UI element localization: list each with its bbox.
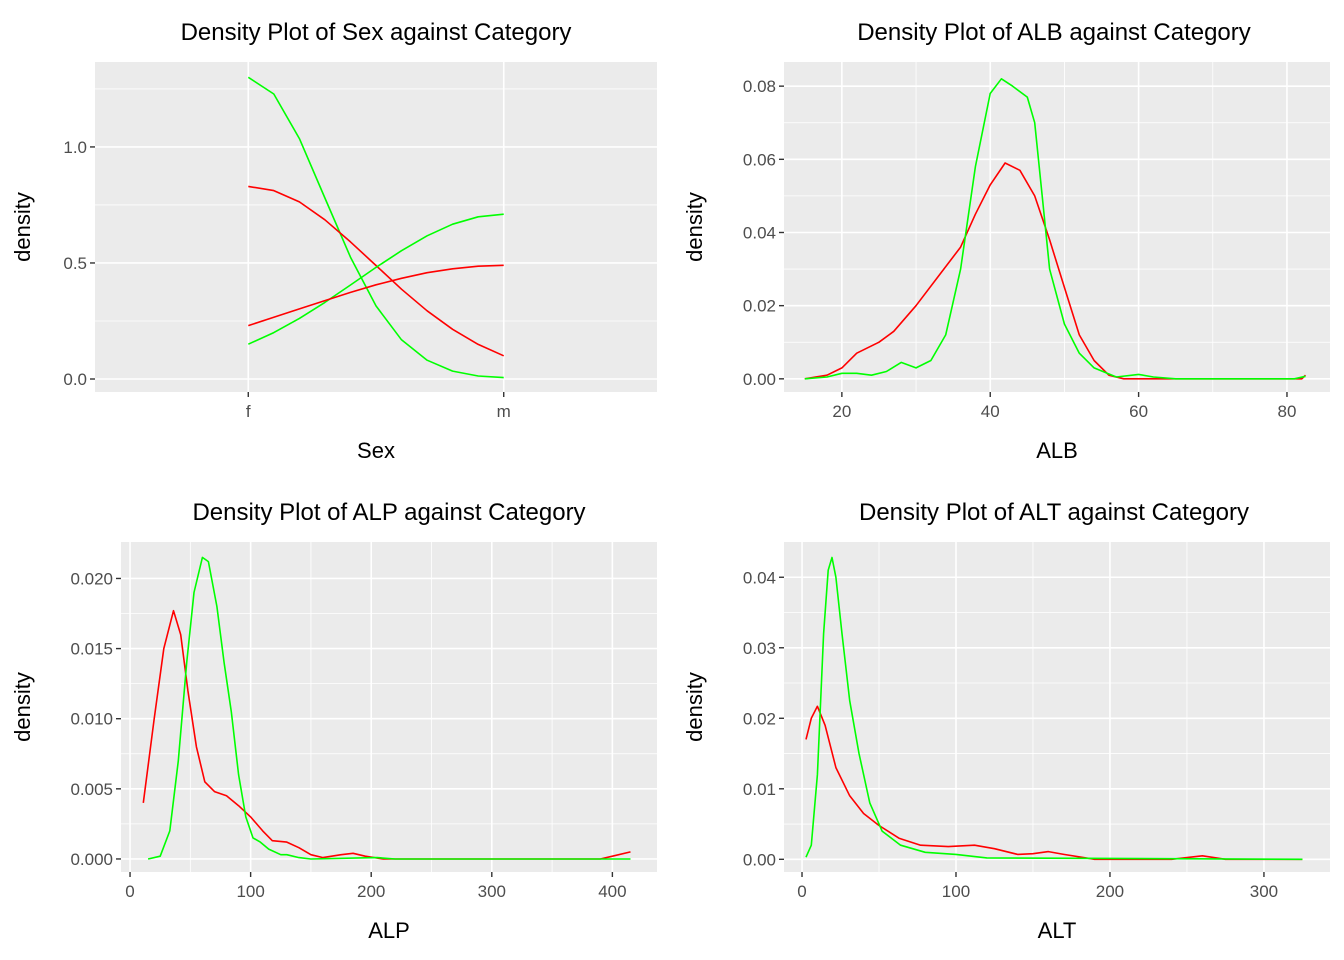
density-line-cat_b bbox=[147, 556, 631, 860]
x-tick-label: 200 bbox=[357, 882, 385, 901]
x-tick-label: 0 bbox=[797, 882, 806, 901]
x-axis-label: ALB bbox=[1036, 438, 1078, 463]
panel-2: 0.00 0.02 0.04 0.06 0.08 20 40 60 80 Density Plot… bbox=[682, 19, 1330, 463]
panel-background bbox=[784, 542, 1330, 872]
y-tick-label: 0.02 bbox=[743, 297, 776, 316]
density-line-cat_a bbox=[248, 185, 505, 357]
y-tick-label: 0.06 bbox=[743, 150, 776, 169]
y-axis-label: density bbox=[10, 192, 35, 262]
y-tick-label: 1.0 bbox=[63, 138, 87, 157]
panel-title: Density Plot of ALB against Category bbox=[857, 19, 1251, 46]
panel-title: Density Plot of Sex against Category bbox=[181, 19, 572, 46]
density-line-cat_b bbox=[805, 556, 1303, 861]
panel-background bbox=[95, 62, 657, 392]
x-tick-label: 400 bbox=[598, 882, 626, 901]
density-line-cat_a bbox=[142, 609, 631, 860]
y-tick-label: 0.020 bbox=[70, 569, 113, 588]
x-axis-label: ALT bbox=[1038, 918, 1077, 943]
y-tick-label: 0.04 bbox=[743, 223, 776, 242]
x-tick-label: 60 bbox=[1129, 402, 1148, 421]
y-tick-label: 0.08 bbox=[743, 77, 776, 96]
panel-4: 0.00 0.01 0.02 0.03 0.04 0 100 200 300 Density Pl… bbox=[682, 499, 1330, 943]
x-tick-label: m bbox=[497, 402, 511, 421]
x-tick-label: 200 bbox=[1096, 882, 1124, 901]
x-axis-label: Sex bbox=[357, 438, 395, 463]
y-tick-label: 0.03 bbox=[743, 639, 776, 658]
density-line-cat_a bbox=[248, 264, 504, 327]
x-tick-label: 300 bbox=[478, 882, 506, 901]
panel-background bbox=[784, 62, 1330, 392]
y-axis-label: density bbox=[682, 192, 707, 262]
density-line-cat_b bbox=[247, 213, 504, 345]
panel-background bbox=[121, 542, 657, 872]
y-tick-label: 0.01 bbox=[743, 780, 776, 799]
panel-title: Density Plot of ALP against Category bbox=[192, 499, 585, 526]
x-tick-label: 20 bbox=[832, 402, 851, 421]
y-tick-label: 0.000 bbox=[70, 850, 113, 869]
panel-title: Density Plot of ALT against Category bbox=[859, 499, 1249, 526]
panel-1: 0.0 0.5 1.0 f m Density Plot of Sex against C… bbox=[10, 19, 657, 463]
x-tick-label: 300 bbox=[1250, 882, 1278, 901]
x-tick-label: 100 bbox=[942, 882, 970, 901]
y-axis-label: density bbox=[10, 672, 35, 742]
y-tick-label: 0.5 bbox=[63, 254, 87, 273]
x-tick-label: 100 bbox=[236, 882, 264, 901]
y-tick-label: 0.04 bbox=[743, 568, 776, 587]
density-line-cat_b bbox=[804, 78, 1306, 380]
x-axis-label: ALP bbox=[368, 918, 410, 943]
y-tick-label: 0.00 bbox=[743, 850, 776, 869]
y-tick-label: 0.005 bbox=[70, 780, 113, 799]
y-tick-label: 0.00 bbox=[743, 370, 776, 389]
density-line-cat_b bbox=[247, 76, 504, 379]
x-tick-label: 0 bbox=[125, 882, 134, 901]
y-axis-label: density bbox=[682, 672, 707, 742]
y-tick-label: 0.0 bbox=[63, 370, 87, 389]
y-tick-label: 0.02 bbox=[743, 709, 776, 728]
y-tick-label: 0.015 bbox=[70, 640, 113, 659]
x-tick-label: 40 bbox=[981, 402, 1000, 421]
y-tick-label: 0.010 bbox=[70, 710, 113, 729]
x-tick-label: f bbox=[246, 402, 251, 421]
panel-3: 0.000 0.005 0.010 0.015 0.020 0 100 200 300 400 De… bbox=[10, 499, 657, 943]
x-tick-label: 80 bbox=[1278, 402, 1297, 421]
